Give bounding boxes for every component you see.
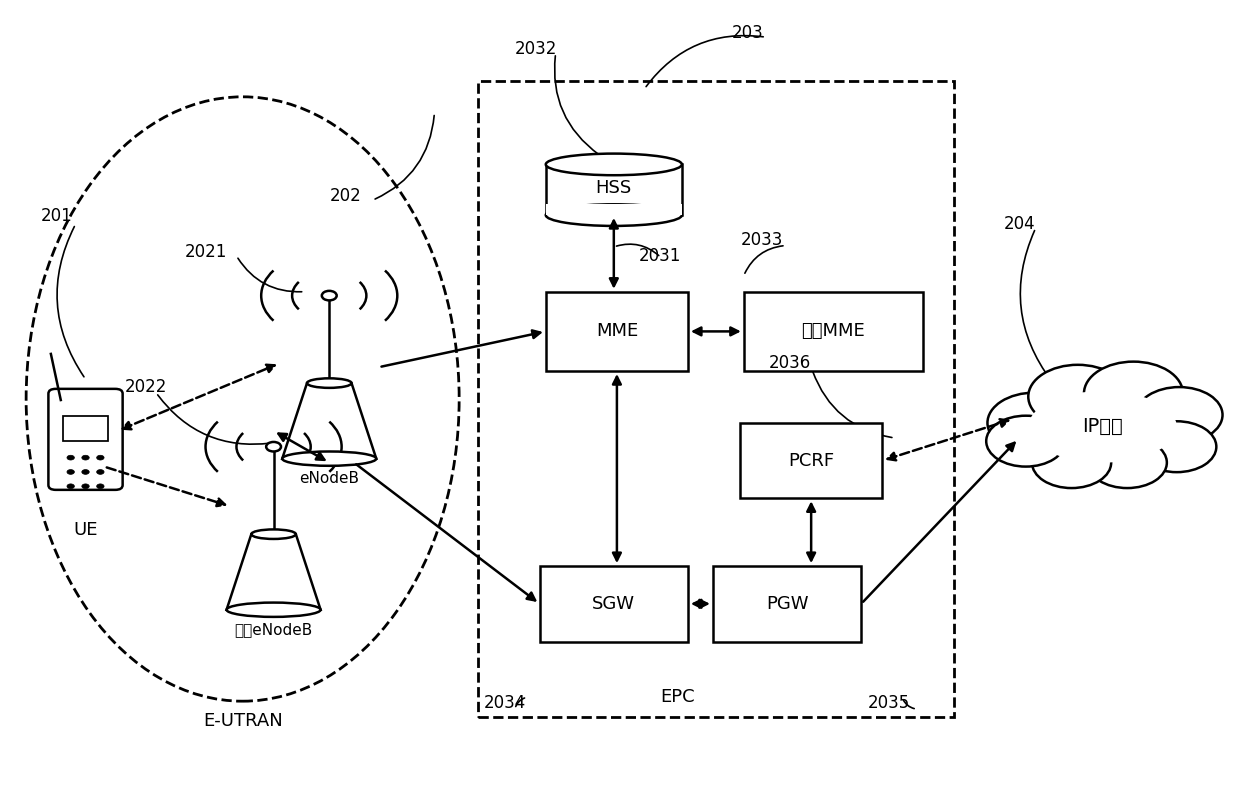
FancyBboxPatch shape (546, 164, 682, 215)
Ellipse shape (546, 153, 682, 176)
Text: 204: 204 (1003, 215, 1035, 233)
Circle shape (67, 469, 74, 474)
Polygon shape (283, 383, 376, 459)
Ellipse shape (1137, 421, 1216, 472)
FancyBboxPatch shape (546, 291, 688, 371)
Text: 201: 201 (41, 207, 73, 225)
Text: 2033: 2033 (742, 231, 784, 249)
Text: 202: 202 (330, 188, 361, 205)
Circle shape (82, 456, 89, 460)
Text: 其它MME: 其它MME (801, 322, 866, 341)
FancyBboxPatch shape (546, 204, 682, 215)
Text: 203: 203 (732, 24, 763, 42)
Ellipse shape (987, 393, 1081, 453)
Ellipse shape (227, 602, 321, 617)
Text: PCRF: PCRF (789, 452, 835, 470)
Ellipse shape (1028, 365, 1127, 429)
Ellipse shape (1136, 387, 1223, 443)
Text: 其它eNodeB: 其它eNodeB (234, 622, 312, 637)
FancyBboxPatch shape (48, 389, 123, 490)
Ellipse shape (1032, 437, 1111, 488)
Circle shape (82, 484, 89, 488)
Ellipse shape (986, 416, 1065, 467)
Ellipse shape (546, 204, 682, 226)
Circle shape (97, 484, 104, 488)
Ellipse shape (1087, 437, 1167, 488)
Circle shape (82, 469, 89, 474)
Polygon shape (227, 534, 321, 610)
Circle shape (267, 442, 281, 452)
Circle shape (97, 469, 104, 474)
Ellipse shape (308, 378, 351, 388)
Text: 2034: 2034 (484, 693, 526, 712)
FancyBboxPatch shape (740, 423, 883, 499)
Text: 2021: 2021 (185, 243, 227, 261)
Circle shape (322, 290, 337, 300)
Text: E-UTRAN: E-UTRAN (203, 712, 283, 730)
Text: 2031: 2031 (639, 247, 681, 265)
Text: MME: MME (595, 322, 639, 341)
Ellipse shape (1028, 391, 1177, 463)
FancyBboxPatch shape (539, 566, 688, 642)
Text: 2022: 2022 (125, 378, 167, 396)
Circle shape (67, 456, 74, 460)
Text: SGW: SGW (593, 595, 635, 613)
Ellipse shape (252, 529, 296, 539)
Circle shape (97, 456, 104, 460)
Text: EPC: EPC (661, 688, 696, 706)
Text: 2036: 2036 (769, 354, 811, 372)
Text: eNodeB: eNodeB (299, 471, 360, 486)
Ellipse shape (1084, 361, 1183, 425)
Text: 2035: 2035 (868, 693, 910, 712)
FancyBboxPatch shape (63, 416, 108, 441)
Ellipse shape (283, 452, 376, 466)
FancyBboxPatch shape (744, 291, 923, 371)
Text: HSS: HSS (595, 179, 632, 197)
Circle shape (67, 484, 74, 488)
Text: PGW: PGW (766, 595, 808, 613)
Text: 2032: 2032 (515, 40, 557, 58)
Text: UE: UE (73, 521, 98, 539)
FancyBboxPatch shape (713, 566, 862, 642)
Text: IP业务: IP业务 (1083, 417, 1123, 437)
